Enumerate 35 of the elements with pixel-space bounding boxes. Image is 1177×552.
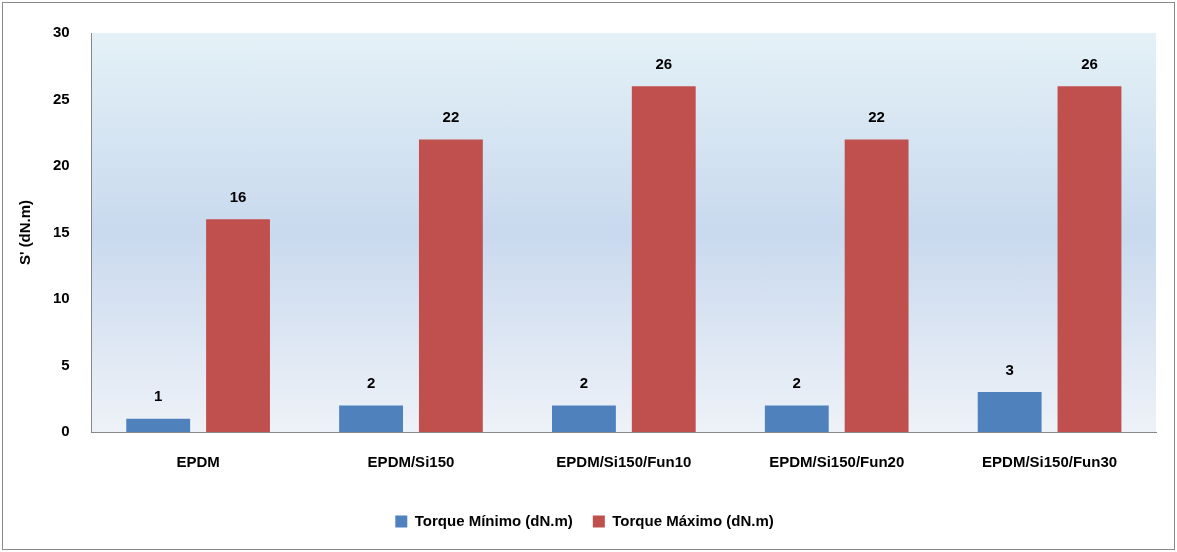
x-tick-label: EPDM <box>176 453 220 471</box>
data-label: 22 <box>868 108 885 126</box>
y-tick-label: 15 <box>53 222 70 240</box>
data-label: 26 <box>1081 54 1098 72</box>
x-tick-label: EPDM/Si150/Fun20 <box>769 453 905 471</box>
data-label: 1 <box>154 387 163 405</box>
bar <box>552 405 616 432</box>
legend-label: Torque Máximo (dN.m) <box>612 511 774 529</box>
bar <box>764 405 829 432</box>
x-tick-label: EPDM/Si150/Fun10 <box>556 453 692 471</box>
bar <box>631 86 696 432</box>
data-label: 2 <box>366 374 376 392</box>
y-tick-label: 25 <box>53 89 70 107</box>
bar <box>206 219 270 432</box>
data-label: 26 <box>655 54 673 72</box>
data-label: 22 <box>442 108 460 126</box>
bar <box>844 139 909 432</box>
y-tick-label: 10 <box>53 289 70 307</box>
y-tick-label: 20 <box>53 156 70 174</box>
x-tick-label: EPDM/Si150/Fun30 <box>982 453 1118 471</box>
y-tick-label: 30 <box>53 23 70 41</box>
bar <box>1057 86 1122 432</box>
data-label: 3 <box>1005 360 1014 378</box>
data-label: 2 <box>579 374 589 392</box>
y-tick-label: 5 <box>61 355 70 373</box>
x-tick-label: EPDM/Si150 <box>367 453 455 471</box>
bar <box>418 139 483 432</box>
bar <box>977 392 1042 432</box>
bar <box>126 418 191 432</box>
data-label: 2 <box>792 374 801 392</box>
legend-label: Torque Mínimo (dN.m) <box>414 511 573 529</box>
bar <box>339 405 403 432</box>
y-tick-label: 0 <box>61 422 70 440</box>
y-axis-title: S' (dN.m) <box>16 199 34 266</box>
data-label: 16 <box>229 187 247 205</box>
